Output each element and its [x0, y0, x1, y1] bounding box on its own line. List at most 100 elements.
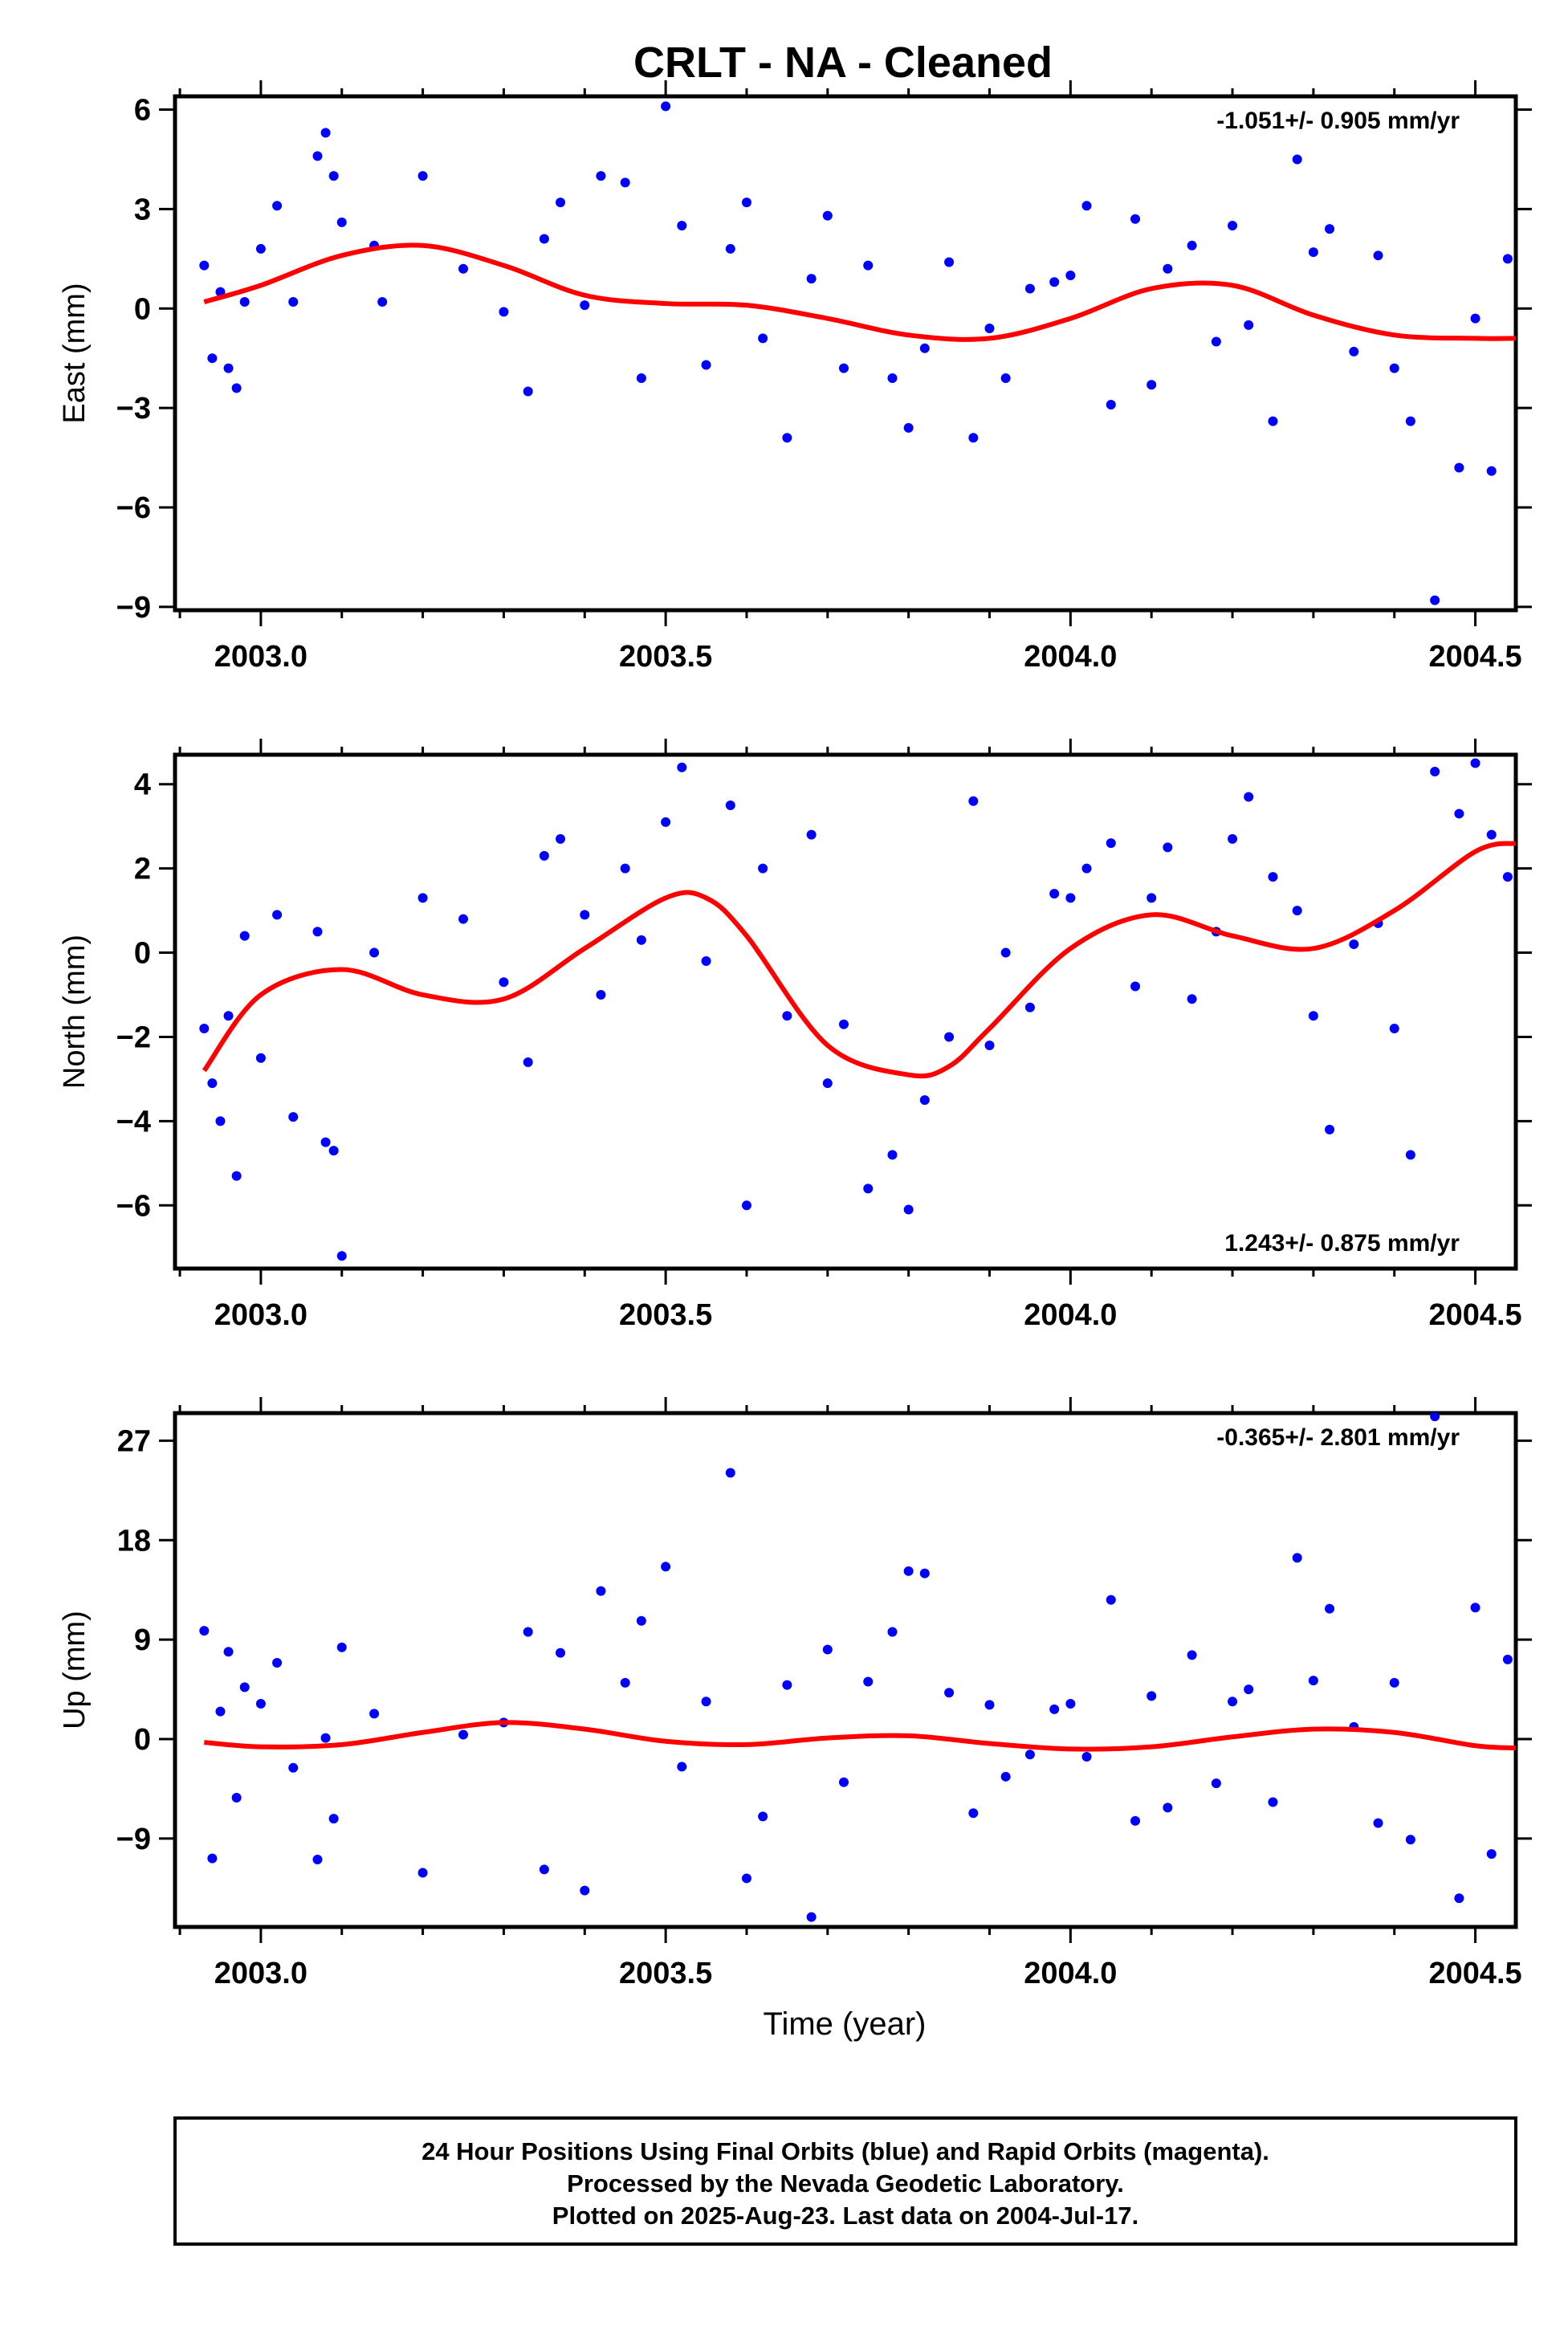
- north-data-point: [336, 1251, 347, 1261]
- east-data-point: [887, 373, 898, 383]
- north-data-point: [677, 762, 687, 772]
- east-data-point: [1454, 462, 1464, 473]
- east-data-point: [1106, 400, 1116, 409]
- up-data-point: [328, 1814, 339, 1824]
- north-data-point: [1130, 981, 1141, 992]
- up-data-point: [1187, 1650, 1197, 1660]
- north-data-point: [1470, 758, 1480, 768]
- east-data-point: [636, 373, 646, 383]
- up-data-point: [741, 1873, 751, 1884]
- north-data-point: [1454, 809, 1464, 819]
- north-data-point: [1308, 1011, 1318, 1021]
- north-data-point: [320, 1137, 331, 1147]
- up-data-point: [636, 1615, 646, 1626]
- east-data-point: [596, 171, 606, 181]
- north-data-point: [701, 956, 711, 967]
- north-data-point: [806, 829, 817, 840]
- up-data-point: [1049, 1704, 1060, 1714]
- north-data-point: [620, 863, 630, 874]
- up-data-point: [1163, 1802, 1173, 1813]
- north-data-point: [223, 1011, 234, 1021]
- up-data-point: [1244, 1684, 1254, 1695]
- east-data-point: [944, 257, 955, 267]
- up-data-point: [1308, 1676, 1318, 1686]
- east-data-point: [620, 177, 630, 188]
- east-data-point: [863, 260, 874, 271]
- north-data-point: [369, 947, 380, 958]
- up-x-tick-label: 2003.0: [214, 1957, 307, 1990]
- east-data-point: [782, 433, 792, 443]
- north-data-point: [1228, 833, 1238, 844]
- east-data-point: [556, 198, 566, 208]
- east-data-point: [838, 363, 849, 373]
- north-x-tick-label: 2003.5: [619, 1298, 712, 1332]
- up-data-point: [661, 1562, 671, 1572]
- east-data-point: [661, 101, 671, 112]
- up-data-point: [725, 1468, 735, 1478]
- north-data-point: [919, 1095, 930, 1106]
- up-data-point: [199, 1626, 210, 1636]
- east-data-point: [968, 433, 979, 443]
- north-data-point: [288, 1112, 299, 1122]
- up-data-point: [863, 1676, 874, 1687]
- east-data-point: [239, 297, 250, 307]
- up-data-point: [556, 1648, 566, 1658]
- up-data-point: [255, 1698, 266, 1709]
- up-data-point: [207, 1853, 218, 1864]
- up-data-point: [1024, 1750, 1035, 1760]
- east-data-point: [919, 343, 930, 353]
- up-data-point: [903, 1566, 914, 1576]
- up-data-point: [838, 1777, 849, 1787]
- north-data-point: [539, 850, 549, 861]
- east-data-point: [1389, 363, 1399, 373]
- east-y-tick-label: −9: [116, 591, 151, 625]
- up-data-point: [596, 1586, 606, 1596]
- up-frame: [173, 1411, 1518, 1929]
- up-data-point: [806, 1912, 817, 1922]
- north-data-point: [1049, 889, 1060, 899]
- up-y-axis-label: Up (mm): [58, 1611, 92, 1729]
- east-x-tick-label: 2003.0: [214, 640, 307, 674]
- up-panel: 2003.0 2003.5 2004.0 2004.5 27 18 9 0 −9 Up (mm) -…: [58, 1397, 1532, 1990]
- east-data-point: [1349, 346, 1359, 356]
- north-y-tick-label: 4: [134, 768, 151, 802]
- east-x-tick-label: 2004.0: [1024, 640, 1117, 674]
- north-x-tick-label: 2004.5: [1428, 1298, 1521, 1332]
- up-data-point: [1430, 1413, 1440, 1422]
- up-data-point: [239, 1682, 250, 1693]
- up-data-point: [677, 1762, 687, 1772]
- up-x-tick-label: 2004.5: [1428, 1957, 1521, 1990]
- east-x-tick-label: 2003.5: [619, 640, 712, 674]
- up-data-point: [887, 1627, 898, 1637]
- north-data-point: [312, 927, 323, 937]
- up-data-point: [539, 1864, 549, 1875]
- up-y-tick-label: −9: [116, 1823, 151, 1856]
- north-data-point: [1081, 863, 1092, 874]
- east-data-point: [223, 363, 234, 373]
- footer-line-3: Plotted on 2025-Aug-23. Last data on 200…: [552, 2202, 1138, 2230]
- east-data-point: [1228, 221, 1238, 231]
- up-data-point: [919, 1568, 930, 1578]
- up-x-tick-label: 2003.5: [619, 1957, 712, 1990]
- north-data-point: [1268, 872, 1278, 882]
- up-data-point: [320, 1733, 331, 1743]
- east-data-point: [701, 360, 711, 370]
- north-x-tick-label: 2004.0: [1024, 1298, 1117, 1332]
- up-data-point: [223, 1647, 234, 1657]
- footer-box: [173, 2116, 1517, 2246]
- up-data-point: [984, 1700, 995, 1710]
- east-y-tick-label: 6: [134, 94, 151, 128]
- north-data-point: [1349, 939, 1359, 950]
- north-frame: [173, 752, 1518, 1271]
- east-data-point: [312, 151, 323, 161]
- north-data-point: [1146, 893, 1157, 903]
- up-data-point: [523, 1627, 533, 1637]
- up-data-point: [1389, 1677, 1399, 1688]
- east-data-point: [1244, 320, 1254, 330]
- footer-line-1: 24 Hour Positions Using Final Orbits (bl…: [422, 2137, 1269, 2165]
- north-data-point: [499, 977, 509, 988]
- up-data-point: [580, 1885, 590, 1896]
- north-data-point: [417, 893, 428, 903]
- east-data-point: [199, 260, 210, 271]
